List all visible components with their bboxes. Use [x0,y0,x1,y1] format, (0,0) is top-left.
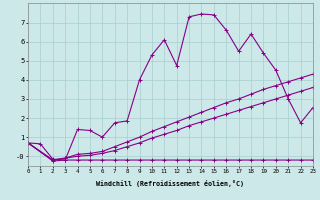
X-axis label: Windchill (Refroidissement éolien,°C): Windchill (Refroidissement éolien,°C) [97,180,244,187]
